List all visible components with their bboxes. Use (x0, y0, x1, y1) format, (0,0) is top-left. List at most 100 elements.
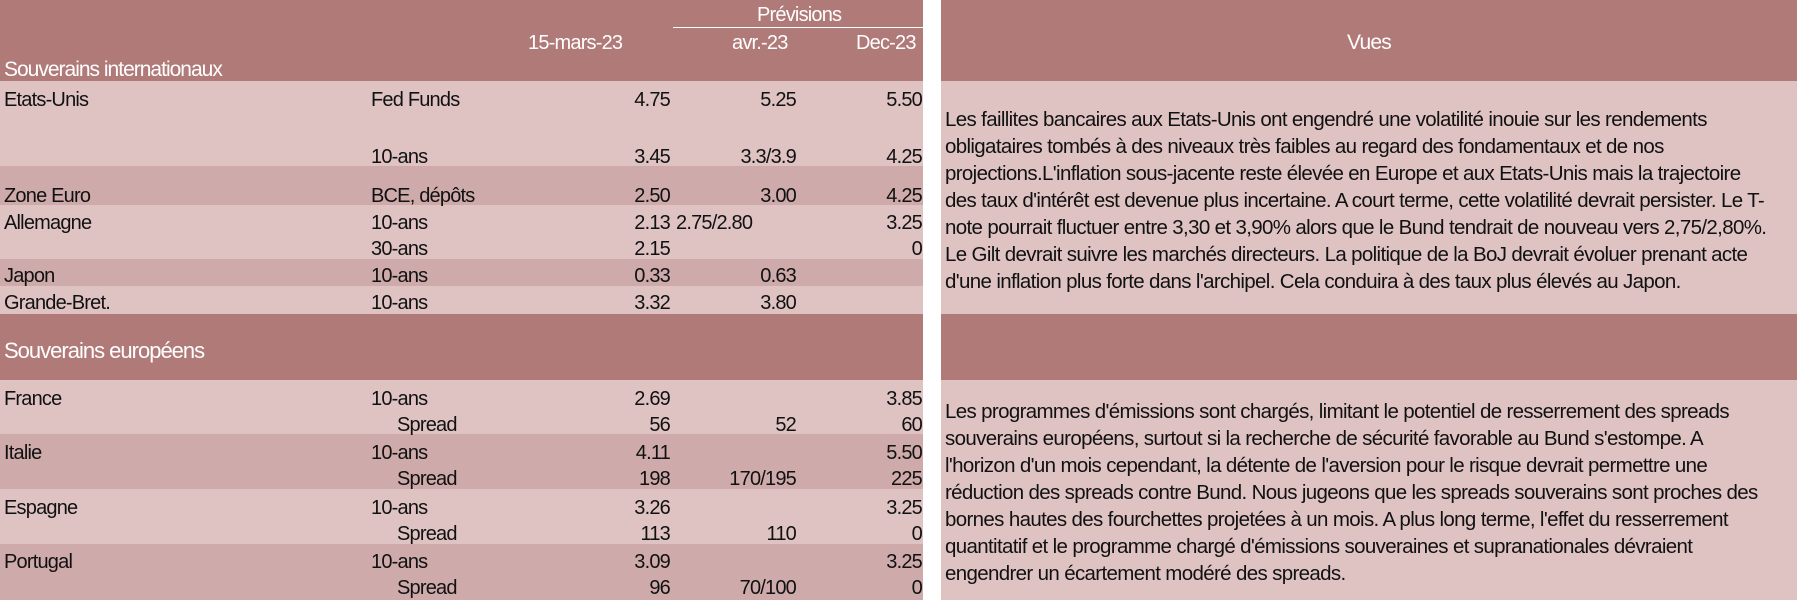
text-line: souverains européens, surtout si la rech… (945, 427, 1704, 450)
current-value: 2.13 (634, 212, 671, 234)
text-line: Les programmes d'émissions sont chargés,… (945, 400, 1730, 423)
text-line: bornes hautes des fourchettes projetées … (945, 508, 1729, 531)
column-header-dec: Dec-23 (856, 32, 916, 54)
row-band (0, 166, 923, 205)
current-value: 198 (639, 468, 671, 490)
instrument-label: 10-ans (371, 442, 428, 464)
current-value: 3.32 (634, 292, 671, 314)
dec-forecast: 4.25 (886, 146, 923, 168)
dec-forecast: 60 (901, 414, 922, 436)
avr-forecast: 5.25 (760, 89, 797, 111)
current-value: 4.11 (635, 442, 671, 464)
instrument-label: 10-ans (371, 551, 428, 573)
instrument-label: Spread (397, 523, 457, 545)
instrument-label: 10-ans (371, 497, 428, 519)
avr-forecast: 3.3/3.9 (740, 146, 796, 168)
forecasts-divider (673, 27, 923, 28)
country-label: Etats-Unis (4, 89, 89, 111)
views-box-european (941, 380, 1797, 600)
views-box-international (941, 81, 1797, 314)
text-line: l'horizon d'un mois cependant, la détent… (945, 454, 1708, 477)
dec-forecast: 4.25 (886, 185, 923, 207)
row-band (0, 205, 923, 259)
text-line: projections.L'inflation sous-jacente res… (945, 162, 1741, 185)
dec-forecast: 3.25 (886, 551, 923, 573)
instrument-label: 10-ans (371, 292, 428, 314)
avr-forecast: 3.00 (760, 185, 797, 207)
dec-forecast: 225 (891, 468, 923, 490)
current-value: 2.15 (634, 238, 671, 260)
dec-forecast: 5.50 (886, 442, 923, 464)
instrument-label: 10-ans (371, 146, 428, 168)
text-line: engendrer un écartement modéré des sprea… (945, 562, 1346, 585)
views-paragraph-international: Les faillites bancaires aux Etats-Unis o… (945, 106, 1795, 295)
forecasts-label: Prévisions (757, 4, 842, 26)
country-label: Italie (4, 442, 42, 464)
current-value: 96 (649, 577, 670, 599)
dec-forecast: 3.85 (886, 388, 923, 410)
current-value: 113 (640, 523, 671, 545)
column-header-date: 15-mars-23 (528, 32, 623, 54)
views-header (941, 0, 1797, 81)
instrument-label: 10-ans (371, 212, 428, 234)
current-value: 0.33 (634, 265, 671, 287)
section-title-international: Souverains internationaux (4, 58, 223, 81)
text-line: quantitatif et le programme chargé d'émi… (945, 535, 1693, 558)
text-line: note pourrait fluctuer entre 3,30 et 3,9… (945, 216, 1767, 239)
text-line: obligataires tombés à des niveaux très f… (945, 135, 1664, 158)
current-value: 2.50 (634, 185, 671, 207)
country-label: Japon (4, 265, 55, 287)
current-value: 3.26 (634, 497, 671, 519)
current-value: 56 (649, 414, 670, 436)
country-label: Allemagne (4, 212, 92, 234)
instrument-label: Spread (397, 577, 457, 599)
text-line: réduction des spreads contre Bund. Nous … (945, 481, 1758, 504)
instrument-label: 30-ans (371, 238, 428, 260)
dec-forecast: 3.25 (886, 212, 923, 234)
text-line: des taux d'intérêt est devenue plus ince… (945, 189, 1765, 212)
table-header (0, 0, 923, 81)
instrument-label: BCE, dépôts (371, 185, 475, 207)
section-band-european (0, 314, 923, 380)
avr-forecast: 0.63 (760, 265, 797, 287)
country-label: Espagne (4, 497, 78, 519)
row-band (0, 286, 923, 314)
avr-forecast: 170/195 (729, 468, 796, 490)
text-line: Les faillites bancaires aux Etats-Unis o… (945, 108, 1707, 131)
current-value: 3.09 (634, 551, 671, 573)
row-band (0, 380, 923, 434)
avr-forecast: 2.75/2.80 (676, 212, 753, 234)
row-band (0, 81, 923, 166)
column-header-avr: avr.-23 (732, 32, 788, 54)
row-band (0, 259, 923, 286)
instrument-label: 10-ans (371, 265, 428, 287)
views-title: Vues (1347, 31, 1392, 54)
dec-forecast: 0 (911, 577, 923, 599)
country-label: Grande-Bret. (4, 292, 111, 314)
avr-forecast: 110 (766, 523, 797, 545)
country-label: Zone Euro (4, 185, 91, 207)
instrument-label: Spread (397, 414, 457, 436)
instrument-label: Spread (397, 468, 457, 490)
text-line: Le Gilt devrait suivre les marchés direc… (945, 243, 1748, 266)
avr-forecast: 3.80 (760, 292, 797, 314)
avr-forecast: 70/100 (739, 577, 797, 599)
views-panel: Vues Les faillites bancaires aux Etats-U… (941, 0, 1797, 600)
instrument-label: Fed Funds (371, 89, 460, 111)
row-band (0, 544, 923, 600)
views-section-band (941, 314, 1797, 380)
current-value: 2.69 (634, 388, 671, 410)
instrument-label: 10-ans (371, 388, 428, 410)
row-band (0, 434, 923, 489)
country-label: Portugal (4, 551, 73, 573)
forecast-table: Prévisions 15-mars-23 avr.-23 Dec-23 Sou… (0, 0, 923, 600)
country-label: France (4, 388, 62, 410)
text-line: d'une inflation plus forte dans l'archip… (945, 270, 1681, 293)
views-paragraph-european: Les programmes d'émissions sont chargés,… (945, 398, 1795, 587)
section-title-european: Souverains européens (4, 338, 205, 363)
avr-forecast: 52 (775, 414, 796, 436)
current-value: 4.75 (634, 89, 671, 111)
dec-forecast: 5.50 (886, 89, 923, 111)
dec-forecast: 0 (911, 238, 923, 260)
dec-forecast: 0 (911, 523, 923, 545)
